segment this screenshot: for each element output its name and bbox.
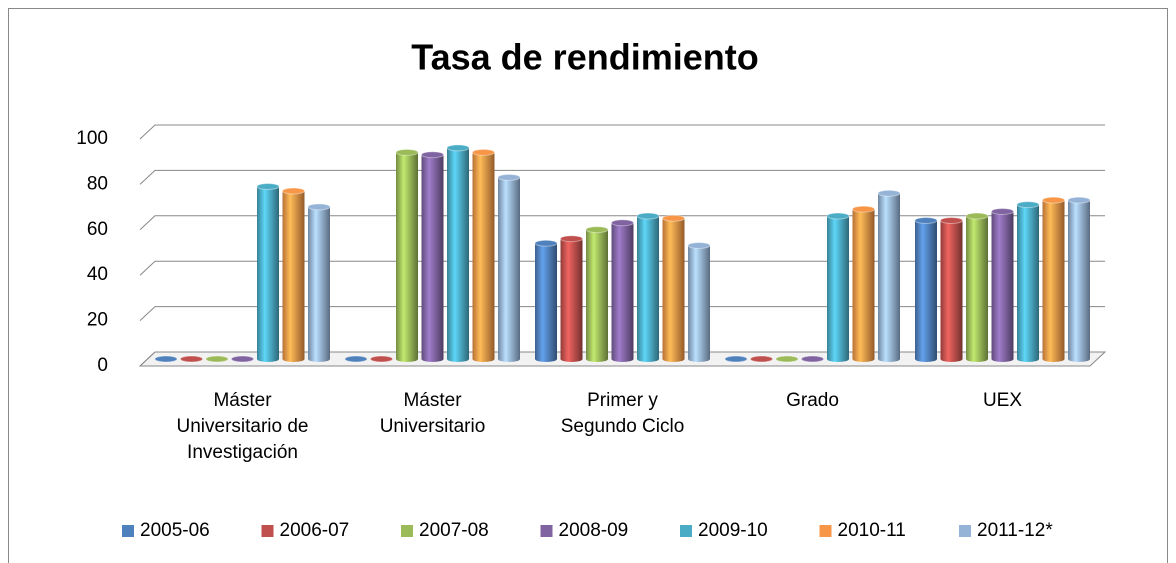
bar [256, 182, 280, 362]
bar [940, 217, 963, 362]
bar [750, 355, 773, 363]
bar [662, 214, 685, 362]
bar [282, 187, 305, 362]
legend-label: 2007-08 [419, 520, 489, 541]
bar [636, 212, 660, 362]
bar [801, 355, 824, 363]
bar [687, 242, 711, 362]
y-tick-label: 60 [87, 219, 108, 240]
bar [1042, 196, 1065, 362]
bar [826, 212, 850, 362]
bar [154, 355, 178, 363]
y-tick-label: 0 [97, 355, 108, 376]
bar [965, 212, 989, 362]
legend-swatch [261, 525, 274, 537]
grid-line [139, 169, 1105, 185]
chart-title: Tasa de rendimiento [411, 37, 758, 78]
bar [724, 355, 748, 363]
bar [560, 235, 583, 362]
chart-border [8, 8, 1168, 563]
x-tick-label: Grado [786, 390, 839, 411]
x-tick-label: Máster Universitario [379, 390, 486, 437]
legend-label: 2008-09 [559, 520, 629, 541]
bar [534, 239, 558, 362]
legend-swatch [401, 525, 413, 537]
y-tick-label: 100 [76, 128, 108, 149]
bar [344, 355, 368, 363]
bar [775, 355, 799, 363]
grid-line [139, 260, 1105, 276]
legend-swatch [122, 525, 134, 537]
legend-label: 2011-12* [977, 520, 1053, 541]
x-tick-label: UEX [982, 390, 1023, 411]
legend-label: 2009-10 [698, 520, 768, 541]
grid-line [139, 306, 1105, 321]
bar [370, 355, 393, 363]
y-tick-label: 20 [87, 310, 108, 331]
bar [395, 148, 419, 362]
grid-line [139, 124, 1105, 140]
legend-label: 2006-07 [280, 520, 350, 541]
bar [852, 205, 875, 362]
bar [205, 355, 229, 363]
bar [1067, 196, 1091, 362]
bar [421, 151, 444, 362]
legend-label: 2010-11 [838, 520, 906, 541]
grid-line [139, 215, 1105, 231]
bar [914, 217, 938, 362]
bar [497, 173, 521, 362]
bar [446, 144, 470, 362]
legend-swatch [540, 525, 553, 537]
bar [472, 148, 495, 362]
bar [307, 203, 331, 362]
legend-swatch [819, 525, 832, 537]
bar [231, 355, 254, 363]
grid-line [139, 351, 1105, 367]
bar [180, 355, 203, 363]
y-tick-label: 40 [87, 264, 108, 285]
y-tick-label: 80 [87, 173, 108, 194]
legend-swatch [680, 525, 692, 537]
bar [877, 189, 901, 362]
legend-label: 2005-06 [140, 520, 210, 541]
x-tick-label: Máster Universitario de Investigación [176, 390, 309, 463]
bar [611, 219, 634, 362]
bar [991, 207, 1014, 362]
legend-swatch [959, 525, 971, 537]
bar [585, 226, 609, 362]
bar [1016, 201, 1040, 362]
x-tick-label: Primer y Segundo Ciclo [560, 390, 685, 437]
